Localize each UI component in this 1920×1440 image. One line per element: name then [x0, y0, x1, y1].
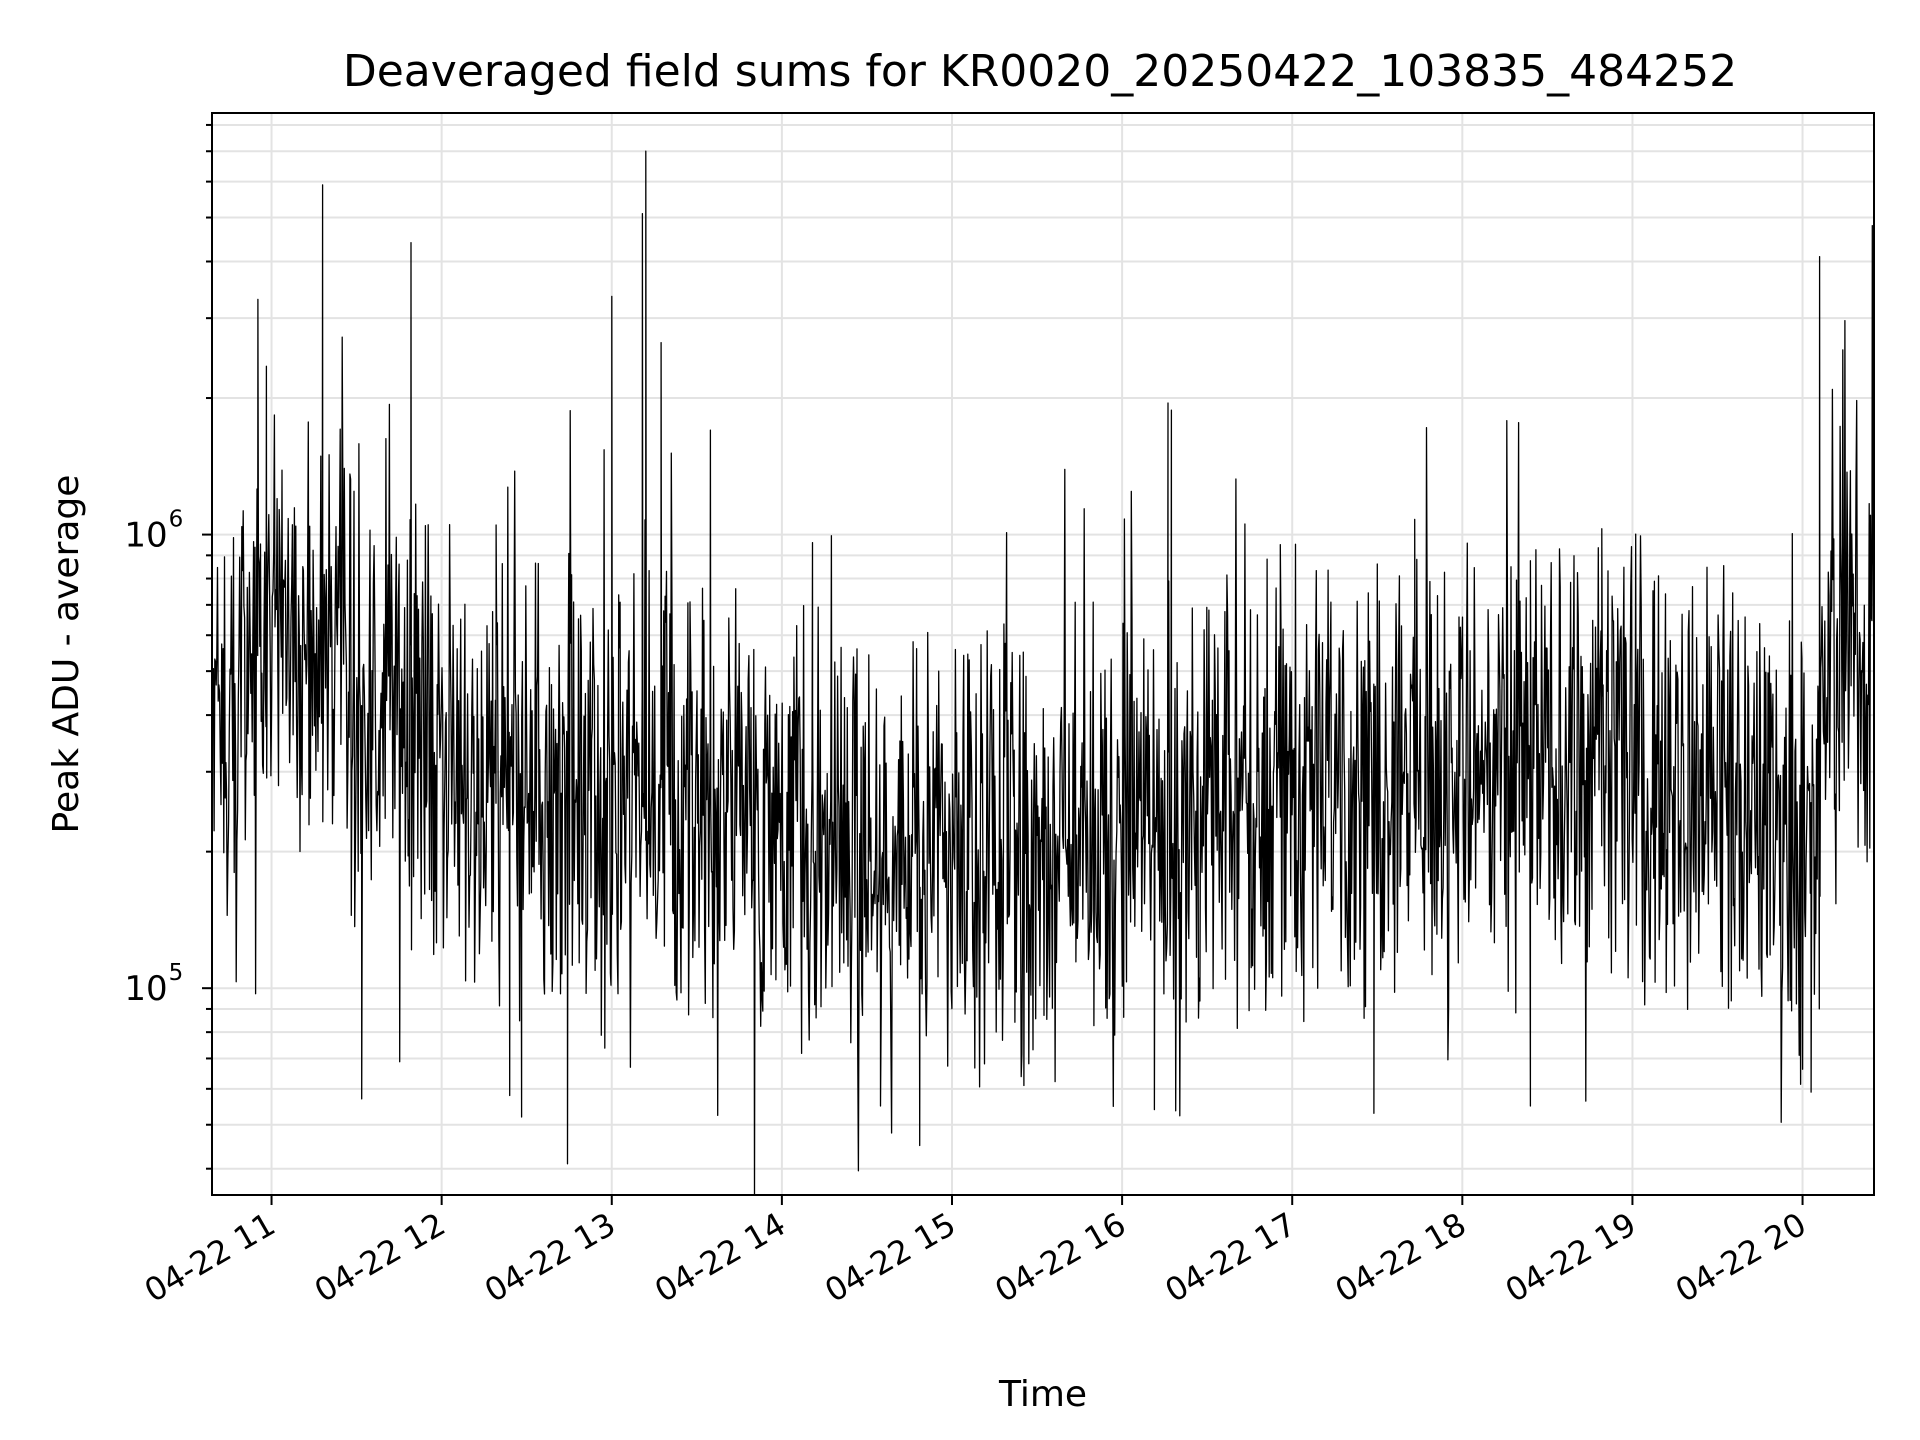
series-line	[211, 150, 1875, 1196]
y-tick-label-base: 10	[124, 516, 167, 556]
y-tick-label: 10 5	[124, 960, 183, 1009]
series-layer	[211, 150, 1875, 1196]
y-tick-label: 10 6	[124, 507, 183, 556]
y-tick-label-exponent: 6	[169, 507, 184, 533]
x-axis-label: Time	[998, 1374, 1087, 1415]
y-tick-label-base: 10	[124, 969, 167, 1009]
y-axis-label: Peak ADU - average	[46, 475, 87, 834]
chart-title: Deaveraged field sums for KR0020_2025042…	[343, 46, 1737, 97]
y-tick-label-exponent: 5	[169, 960, 184, 986]
plot-frame	[211, 112, 1875, 1196]
